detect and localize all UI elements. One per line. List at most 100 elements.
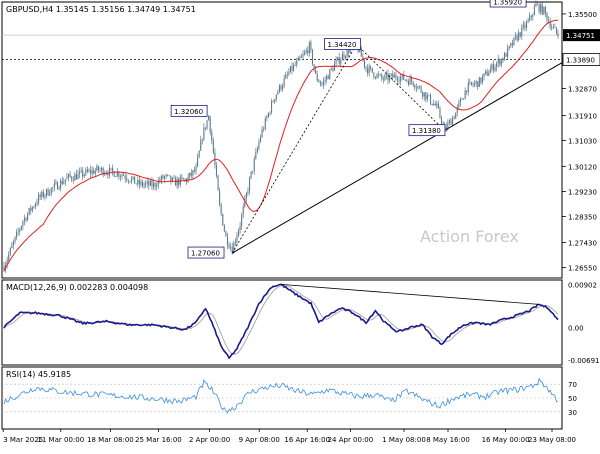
candle-body [173, 177, 175, 179]
candle-body [514, 35, 517, 38]
candle-body [63, 181, 65, 184]
candle-body [411, 78, 413, 82]
candle-body [90, 170, 92, 174]
candle-body [543, 6, 545, 15]
candle-body [489, 68, 491, 74]
candle-body [236, 236, 238, 242]
candle-body [299, 57, 301, 59]
candle-body [360, 48, 362, 57]
candle-body [374, 77, 376, 78]
candle-body [45, 189, 48, 196]
candle-body [219, 190, 221, 205]
candle-body [492, 64, 495, 71]
candle-body [459, 99, 461, 103]
candle-body [472, 84, 474, 85]
candle-body [368, 66, 370, 74]
x-tick-label: 24 Apr 00:00 [328, 436, 374, 444]
candle-body [96, 166, 98, 171]
candle-body [9, 248, 11, 255]
candle-body [407, 80, 410, 85]
candle-body [448, 120, 450, 124]
candle-body [134, 176, 136, 184]
candle-body [20, 226, 22, 230]
x-tick-label: 16 Apr 16:00 [284, 436, 330, 444]
candle-body [171, 177, 173, 182]
candle-body [39, 194, 41, 197]
candle-body [474, 83, 476, 85]
candle-body [557, 32, 559, 37]
candle-body [80, 170, 82, 172]
candle-body [400, 76, 402, 82]
candle-body [305, 50, 307, 53]
candle-body [469, 82, 471, 83]
pivot-label-box [187, 246, 225, 259]
pivot-label: 1.34420 [328, 41, 357, 49]
candle-body [461, 99, 463, 100]
price-y-axis: 1.35500 1.34751 1.33890 1.32870 1.31910 1.310… [562, 11, 600, 273]
candle-body [546, 12, 548, 21]
candle-body [250, 171, 252, 179]
candle-body [510, 43, 512, 46]
candle-body [464, 90, 466, 99]
candle-body [552, 26, 554, 28]
candle-body [322, 81, 325, 85]
candle-body [319, 82, 321, 84]
candle-body [242, 206, 244, 215]
candle-body [481, 76, 484, 83]
candle-body [233, 242, 235, 254]
candle-body [259, 136, 262, 142]
macd-signal-line [3, 284, 559, 355]
candle-body [346, 48, 348, 57]
candle-body [108, 167, 110, 176]
candle-body [412, 81, 414, 86]
candle-body [275, 94, 277, 100]
candle-body [200, 140, 202, 151]
candle-body [253, 158, 255, 171]
candle-body [453, 117, 455, 119]
pivot-label: 1.35920 [493, 0, 522, 7]
candle-body [49, 194, 51, 196]
candle-body [525, 22, 528, 29]
macd-divergence-line [280, 283, 540, 305]
candle-body [130, 178, 133, 182]
candle-body [99, 169, 101, 171]
candle-body [311, 49, 314, 65]
candle-body [315, 69, 317, 74]
candle-body [226, 236, 229, 246]
candle-body [97, 166, 99, 171]
candle-body [214, 152, 216, 166]
x-tick-label: 11 Mar 00:00 [37, 436, 84, 444]
candle-body [212, 140, 214, 153]
pivot-label-box [408, 124, 446, 137]
candle-body [385, 73, 387, 76]
price-tick-label: 1.32870 [568, 85, 597, 93]
candle-body [381, 74, 383, 79]
candle-body [34, 204, 37, 207]
fe-618-label: FE 61.8 [531, 0, 557, 2]
price-pivot-labels: 1.35920 1.34420 1.32060 1.31380 1.27060 [170, 0, 527, 259]
rsi-tick-label: 30 [568, 409, 577, 417]
level-price-label: 1.33890 [566, 57, 595, 65]
candle-body [82, 170, 84, 177]
candle-body [25, 217, 27, 221]
candle-body [264, 118, 266, 130]
candle-body [393, 75, 395, 78]
price-tick-label: 1.31910 [568, 113, 597, 121]
price-tick-label: 1.28350 [568, 214, 597, 222]
candle-body [551, 27, 553, 29]
candle-body [511, 43, 513, 46]
candle-body [313, 64, 315, 70]
price-tick-label: 1.27430 [568, 240, 597, 248]
candle-body [61, 180, 63, 184]
candle-body [162, 175, 164, 179]
candle-body [406, 79, 408, 81]
candle-body [64, 179, 66, 182]
candle-body [395, 75, 397, 79]
candle-body [332, 68, 334, 71]
candle-body [344, 56, 347, 58]
candle-body [203, 127, 205, 140]
candle-body [230, 247, 232, 248]
candle-body [31, 207, 33, 211]
candle-body [23, 217, 26, 222]
x-tick-label: 8 May 16:00 [426, 436, 470, 444]
